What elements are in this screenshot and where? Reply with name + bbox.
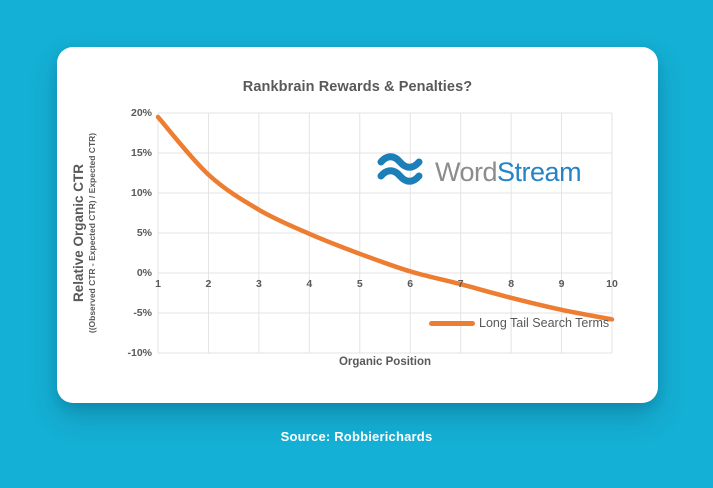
x-tick-label: 2 xyxy=(205,278,212,290)
x-tick-label: 5 xyxy=(356,278,363,290)
logo-wordmark: WordStream xyxy=(435,154,582,190)
x-tick-label: 10 xyxy=(606,278,618,290)
y-axis-title-group: Relative Organic CTR ((Observed CTR - Ex… xyxy=(71,83,115,383)
legend-series-label: Long Tail Search Terms xyxy=(479,316,610,330)
gridlines xyxy=(157,112,613,354)
chart-legend: Long Tail Search Terms xyxy=(429,316,609,330)
chart-title: Rankbrain Rewards & Penalties? xyxy=(242,79,473,95)
x-tick-label: 9 xyxy=(558,278,565,290)
x-axis-title: Organic Position xyxy=(338,356,431,368)
wordstream-logo: WordStream xyxy=(377,151,582,192)
ctr-curve xyxy=(155,114,615,322)
y-tick-label: -10% xyxy=(127,347,152,359)
y-tick-label: 20% xyxy=(130,107,152,119)
legend-line-swatch xyxy=(429,320,475,326)
plot-area: 20% 15% 10% 5% 0% -5% -10% 1 2 3 4 5 6 7 8 9 10 xyxy=(127,107,617,359)
x-tick-label: 1 xyxy=(155,278,161,290)
logo-stream-part: Stream xyxy=(497,156,582,187)
y-axis-subtitle: ((Observed CTR - Expected CTR) / Expecte… xyxy=(87,132,97,334)
x-tick-label: 3 xyxy=(255,278,262,290)
x-tick-label: 8 xyxy=(508,278,515,290)
waves-icon xyxy=(377,151,423,192)
source-caption: Source: Robbierichards xyxy=(280,429,433,444)
y-tick-label: 0% xyxy=(136,267,152,279)
chart-card: Rankbrain Rewards & Penalties? Relative … xyxy=(57,47,658,403)
logo-word-part: Word xyxy=(435,156,498,187)
x-tick-label: 6 xyxy=(407,278,414,290)
y-tick-label: -5% xyxy=(133,307,152,319)
x-tick-label: 7 xyxy=(457,278,464,290)
y-axis-title: Relative Organic CTR xyxy=(71,163,86,303)
y-tick-label: 15% xyxy=(130,147,152,159)
y-tick-label: 10% xyxy=(130,187,152,199)
x-tick-label: 4 xyxy=(306,278,313,290)
chart-canvas xyxy=(155,112,615,354)
y-tick-label: 5% xyxy=(136,227,152,239)
